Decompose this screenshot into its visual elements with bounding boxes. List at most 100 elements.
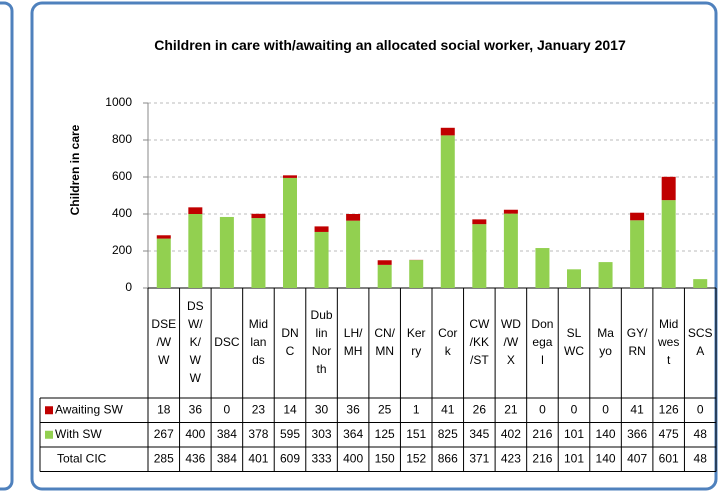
x-tick-label: DSE [151,317,176,331]
table-cell: 436 [185,451,205,465]
x-tick-label: ds [252,353,265,367]
y-tick-label: 800 [112,132,132,146]
x-tick-label: SCS [688,326,713,340]
x-tick-label: k [445,344,452,358]
legend-swatch [45,430,53,439]
table-cell: 609 [280,451,300,465]
bar-segment [535,248,550,288]
x-tick-label: Nor [312,344,331,358]
x-tick-label: Cor [438,326,457,340]
table-cell: 30 [315,402,329,416]
bar-segment [598,262,613,288]
table-cell: 126 [659,402,679,416]
bar-segment [567,269,581,288]
table-cell: 14 [283,402,297,416]
x-tick-label: MH [344,344,363,358]
x-tick-label: CW [469,317,490,331]
table-cell: 402 [501,427,521,441]
x-tick-label: W [190,353,202,367]
x-tick-label: DSC [214,335,240,349]
table-cell: 41 [630,402,644,416]
x-tick-label: C [286,344,295,358]
table-cell: 0 [539,402,546,416]
table-cell: 345 [469,427,489,441]
table-cell: 152 [406,451,426,465]
table-cell: 384 [217,451,237,465]
table-cell: 333 [312,451,332,465]
y-tick-label: 1000 [105,95,132,109]
table-cell: 48 [694,451,708,465]
x-tick-label: Dub [311,308,333,322]
y-tick-label: 200 [112,243,132,257]
table-cell: 36 [189,402,203,416]
x-tick-label: t [667,353,671,367]
bar-segment [503,213,518,288]
table-cell: 216 [532,427,552,441]
bar-segment [346,220,361,288]
x-tick-label: lin [316,326,328,340]
x-tick-label: CN/ [374,326,395,340]
bar-segment [156,235,171,239]
table-cell: 401 [248,451,268,465]
x-tick-label: WC [564,344,584,358]
y-tick-label: 600 [112,169,132,183]
side-panel [0,1,14,491]
x-tick-label: DN [281,326,298,340]
row-label: Total CIC [57,451,107,465]
x-tick-label: GY/ [627,326,648,340]
x-tick-label: /W [504,335,519,349]
legend-label: With SW [55,427,102,441]
bar-segment [251,213,266,219]
x-tick-label: W [190,371,202,385]
legend-label: Awaiting SW [55,402,123,416]
chart-panel [30,1,718,491]
x-tick-label: wes [657,335,679,349]
table-cell: 151 [406,427,426,441]
x-tick-label: /ST [470,353,489,367]
bar-segment [440,127,455,136]
x-tick-label: Ker [407,326,426,340]
chart-title: Children in care with/awaiting an alloca… [154,37,626,53]
table-cell: 0 [571,402,578,416]
bar-segment [314,231,329,288]
x-tick-label: DS [187,299,204,313]
x-tick-label: Mid [659,317,678,331]
bar-segment [377,264,392,288]
bar-segment [472,219,487,225]
bar-segment [440,135,455,288]
x-tick-label: th [317,362,327,376]
bar-segment [346,214,361,221]
bar-segment [409,260,424,288]
x-tick-label: A [696,344,704,358]
table-cell: 1 [413,402,420,416]
table-cell: 0 [697,402,704,416]
bar-segment [251,218,266,288]
bar-segment [503,209,518,214]
x-tick-label: Ma [597,326,614,340]
table-cell: 140 [596,451,616,465]
x-tick-label: /W [156,335,171,349]
table-cell: 285 [154,451,174,465]
table-cell: 23 [252,402,266,416]
table-cell: 150 [375,451,395,465]
table-cell: 866 [438,451,458,465]
table-cell: 475 [659,427,679,441]
x-tick-label: X [507,353,515,367]
y-tick-label: 400 [112,206,132,220]
bar-segment [377,260,392,265]
table-cell: 216 [532,451,552,465]
table-cell: 0 [224,402,231,416]
bar-segment [630,212,645,221]
y-tick-label: 0 [125,280,132,294]
table-cell: 601 [659,451,679,465]
x-tick-label: l [541,353,544,367]
x-tick-label: Don [531,317,553,331]
x-tick-label: /KK [470,335,489,349]
bar-segment [630,220,645,288]
table-cell: 140 [596,427,616,441]
table-cell: 595 [280,427,300,441]
x-tick-label: Mid [249,317,268,331]
bar-segment [314,226,329,232]
x-tick-label: W [158,353,170,367]
